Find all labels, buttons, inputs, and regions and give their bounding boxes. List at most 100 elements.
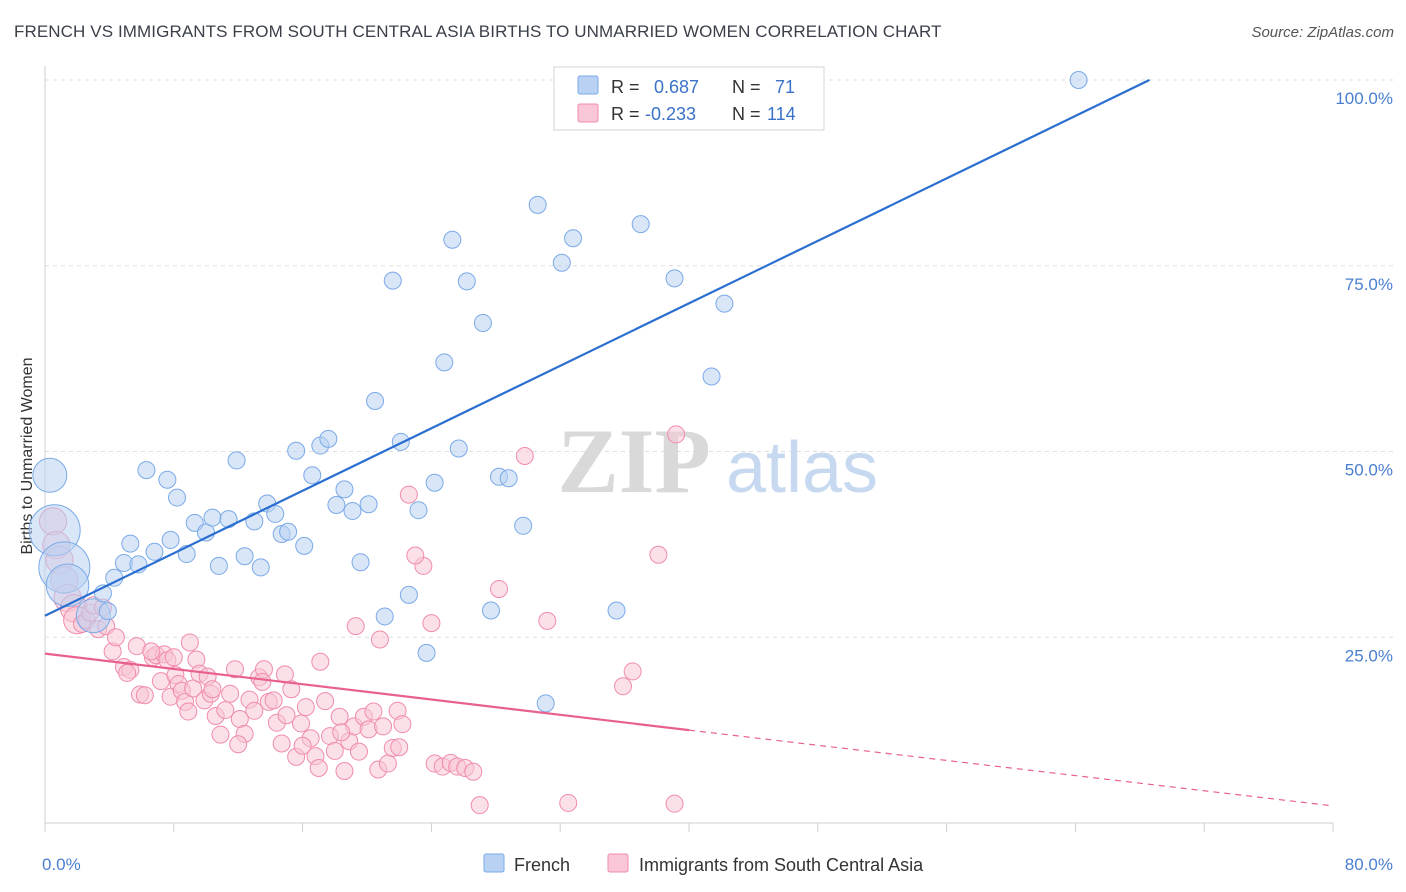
immig-point-65	[335, 761, 354, 780]
immig-point-53	[277, 706, 296, 725]
french-r-value: 0.687	[654, 77, 699, 97]
immig-point-99	[180, 633, 199, 652]
immig-point-98	[164, 648, 183, 667]
french-point-55	[499, 469, 518, 488]
immig-point-61	[316, 692, 335, 711]
french-point-35	[327, 495, 346, 514]
x-tick-label-1: 80.0%	[1345, 855, 1393, 874]
french-point-48	[435, 353, 454, 372]
immig-r-label: R =	[611, 104, 640, 124]
french-point-37	[343, 501, 362, 520]
immig-n-value: 114	[767, 104, 796, 124]
french-point-44	[399, 585, 418, 604]
immig-point-57	[296, 698, 315, 717]
series-legend: French Immigrants from South Central Asi…	[483, 853, 924, 875]
french-point-47	[425, 473, 444, 492]
legend-immig-swatch	[607, 853, 629, 873]
french-point-49	[443, 230, 462, 249]
x-tick-label-0: 0.0%	[42, 855, 81, 874]
immig-point-104	[293, 736, 312, 755]
trend-lines	[44, 79, 1334, 807]
immig-point-95	[667, 425, 686, 444]
french-point-38	[351, 553, 370, 572]
french-point-61	[607, 601, 626, 620]
french-point-68	[1069, 71, 1088, 89]
immig-point-110	[406, 546, 425, 565]
french-point-50	[449, 439, 468, 458]
french-point-57	[528, 195, 547, 214]
immig-point-108	[370, 630, 389, 649]
immig-point-89	[538, 611, 557, 630]
immig-point-92	[623, 662, 642, 681]
immig-point-102	[253, 672, 272, 691]
immig-point-42	[225, 660, 244, 679]
french-point-36	[335, 480, 354, 499]
immig-point-60	[311, 652, 330, 671]
french-point-58	[536, 694, 555, 713]
immig-point-39	[211, 725, 230, 744]
french-point-21	[219, 510, 238, 529]
immig-point-63	[325, 741, 344, 760]
immig-point-68	[349, 742, 368, 761]
immig-point-46	[245, 701, 264, 720]
french-point-40	[366, 391, 385, 410]
french-point-41	[375, 607, 394, 626]
source-credit: Source: ZipAtlas.com	[1251, 24, 1394, 41]
immig-point-52	[272, 734, 291, 753]
immig-point-41	[221, 684, 240, 703]
french-point-12	[145, 542, 164, 561]
immig-point-56	[291, 714, 310, 733]
french-point-13	[158, 470, 177, 489]
french-point-59	[552, 253, 571, 272]
immig-point-40	[216, 701, 235, 720]
immig-point-87	[490, 579, 509, 598]
french-point-42	[383, 271, 402, 290]
immig-point-71	[364, 702, 383, 721]
chart-title: FRENCH VS IMMIGRANTS FROM SOUTH CENTRAL …	[14, 22, 942, 41]
immig-point-97	[142, 642, 161, 661]
immig-point-20	[135, 686, 154, 705]
tick-labels: 25.0% 50.0% 75.0% 100.0% 0.0% 80.0%	[42, 89, 1393, 874]
immig-point-64	[330, 707, 349, 726]
immig-point-111	[422, 614, 441, 633]
immig-point-15	[106, 628, 125, 647]
immig-point-100	[203, 680, 222, 699]
y-tick-label-1: 50.0%	[1345, 461, 1393, 480]
french-point-6	[98, 602, 117, 621]
french-point-31	[295, 536, 314, 555]
french-point-53	[481, 601, 500, 620]
french-swatch	[577, 75, 599, 95]
french-point-15	[168, 488, 187, 507]
french-point-45	[409, 501, 428, 520]
immig-point-85	[464, 762, 483, 781]
french-point-22	[227, 451, 246, 470]
french-r-label: R =	[611, 77, 640, 97]
legend-french-label: French	[514, 855, 570, 875]
axes	[44, 66, 1334, 832]
immig-point-78	[399, 485, 418, 504]
immig-trend-line	[44, 652, 690, 732]
french-point-9	[121, 534, 140, 553]
legend-french-swatch	[483, 853, 505, 873]
immig-swatch	[577, 103, 599, 123]
immig-point-70	[359, 720, 378, 739]
immig-point-86	[470, 796, 489, 815]
watermark-zip: ZIP	[557, 410, 710, 512]
french-point-32	[303, 466, 322, 485]
stats-legend-box	[553, 66, 825, 131]
immig-point-101	[229, 735, 248, 754]
french-points	[28, 71, 1088, 713]
immigrants-points	[38, 425, 686, 815]
immig-r-value: -0.233	[645, 104, 696, 124]
french-point-27	[266, 504, 285, 523]
immig-point-90	[559, 793, 578, 812]
immig-point-96	[118, 663, 137, 682]
french-point-39	[359, 495, 378, 514]
immig-point-31	[179, 702, 198, 721]
french-point-7	[105, 568, 124, 587]
y-tick-label-3: 100.0%	[1335, 89, 1393, 108]
immig-point-106	[332, 723, 351, 742]
french-point-23	[235, 547, 254, 566]
gridlines	[45, 79, 1393, 638]
